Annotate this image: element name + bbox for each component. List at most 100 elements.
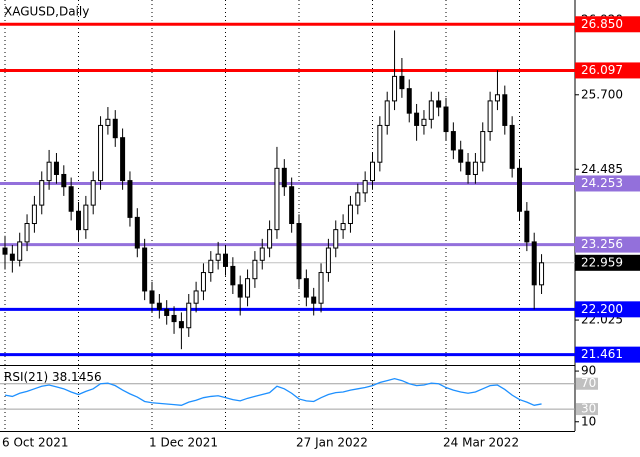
candle-body xyxy=(421,118,427,126)
candle-body xyxy=(406,88,412,114)
candle-body xyxy=(539,262,545,286)
candle-body xyxy=(223,253,228,267)
candle-body xyxy=(24,223,30,243)
candle-body xyxy=(325,247,331,274)
candle-body xyxy=(98,124,104,182)
x-tick-label: 6 Oct 2021 xyxy=(2,436,69,450)
candle-body xyxy=(31,204,37,225)
level-box xyxy=(575,62,640,79)
x-tick-label: 1 Dec 2021 xyxy=(149,436,218,450)
rsi-tick-box xyxy=(576,403,598,416)
candle-body xyxy=(17,241,23,261)
candle-body xyxy=(90,180,96,206)
level-box xyxy=(575,16,640,33)
candle-body xyxy=(347,204,353,225)
candle-body xyxy=(436,100,442,108)
candle-body xyxy=(370,161,375,182)
candle-body xyxy=(340,223,346,231)
candle-body xyxy=(164,308,170,316)
candle-body xyxy=(46,161,52,182)
level-box xyxy=(575,346,640,363)
candle-body xyxy=(289,186,295,225)
candle-body xyxy=(252,259,258,280)
candle-body xyxy=(245,278,251,298)
candle-body xyxy=(112,118,118,139)
candle-body xyxy=(186,302,192,329)
rsi-last: 38.1456 xyxy=(52,370,102,384)
level-box xyxy=(575,236,640,253)
candle-body xyxy=(237,284,243,298)
candle-body xyxy=(384,100,390,126)
candle-body xyxy=(142,247,148,292)
current-price-label: 22.959 xyxy=(581,255,623,269)
rsi-name: RSI(21) xyxy=(4,370,48,384)
level-label: 26.097 xyxy=(581,63,623,77)
levels xyxy=(0,22,575,357)
candle-body xyxy=(105,118,111,126)
candle-body xyxy=(414,112,420,126)
candle-body xyxy=(517,167,522,212)
candle-body xyxy=(149,290,155,304)
candle-body xyxy=(215,253,221,261)
chart-title: XAGUSD,Daily xyxy=(4,5,89,19)
candles xyxy=(2,30,545,350)
rsi-tick-label: 90 xyxy=(581,364,596,378)
rsi-line xyxy=(4,378,542,406)
level-label: 21.461 xyxy=(581,347,623,361)
rsi-label: RSI(21) 38.1456 xyxy=(4,370,102,384)
candle-body xyxy=(39,180,45,206)
candle-body xyxy=(355,192,361,206)
candle-body xyxy=(267,229,273,249)
candle-body xyxy=(318,272,324,304)
candle-body xyxy=(472,161,478,175)
candle-body xyxy=(120,137,126,182)
current-price-box xyxy=(575,254,640,271)
price-scale: 26.92025.70024.48522.02522.95926.85026.0… xyxy=(575,12,640,363)
level-box xyxy=(575,301,640,318)
candle-body xyxy=(494,94,500,102)
candle-body xyxy=(458,149,464,163)
candle-body xyxy=(171,314,177,323)
candle-body xyxy=(127,180,133,218)
candle-body xyxy=(509,124,515,169)
rsi-tick-label: 10 xyxy=(581,414,596,428)
candle-body xyxy=(450,131,456,151)
candle-body xyxy=(9,253,15,261)
candle-body xyxy=(2,247,8,255)
candle-body xyxy=(296,223,302,280)
candle-body xyxy=(178,321,184,329)
candle-body xyxy=(502,94,508,126)
candle-body xyxy=(443,106,449,133)
x-tick-label: 24 Mar 2022 xyxy=(443,436,519,450)
candle-body xyxy=(259,247,265,261)
rsi-tick-label: 30 xyxy=(581,402,596,416)
candle-body xyxy=(83,204,89,231)
candle-body xyxy=(465,161,471,175)
level-label: 23.256 xyxy=(581,237,623,251)
candle-body xyxy=(333,229,339,249)
candle-body xyxy=(362,180,368,194)
candle-body xyxy=(311,296,317,304)
level-label: 26.850 xyxy=(581,17,623,31)
candle-body xyxy=(200,272,206,292)
rsi-tick-box xyxy=(576,377,598,390)
candle-body xyxy=(53,161,59,175)
candle-body xyxy=(524,210,530,243)
candle-body xyxy=(274,167,280,231)
y-tick-label: 25.700 xyxy=(581,87,623,101)
candle-body xyxy=(377,124,383,163)
candle-body xyxy=(76,210,81,231)
candle-body xyxy=(303,278,309,298)
candle-body xyxy=(156,302,162,310)
rsi-tick-label: 70 xyxy=(581,376,596,390)
candle-body xyxy=(68,186,74,212)
candle-body xyxy=(281,167,287,188)
candle-body xyxy=(487,100,493,133)
candle-body xyxy=(428,100,434,120)
level-label: 22.200 xyxy=(581,302,623,316)
x-tick-label: 27 Jan 2022 xyxy=(296,436,368,450)
candle-body xyxy=(531,241,537,286)
